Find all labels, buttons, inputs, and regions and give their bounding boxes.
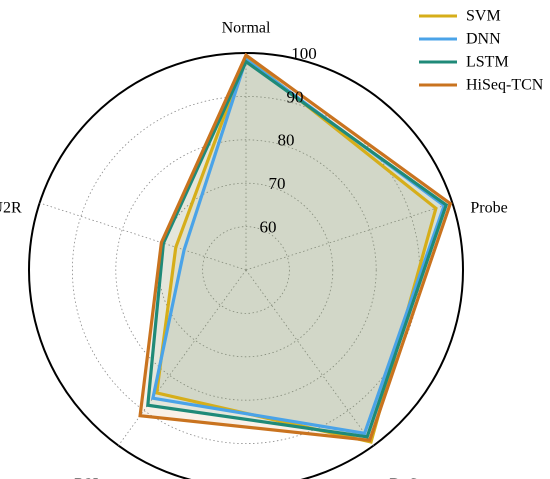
series-line-hiseq-tcn [138, 52, 453, 443]
axis-label-dos: DoS [389, 476, 417, 479]
series-fill-hiseq-tcn [140, 55, 451, 441]
series-line-lstm [146, 59, 449, 439]
label-layer: 60 70 80 90 100 Normal Probe DoS R2L U2R [0, 20, 508, 479]
series-layer [138, 52, 453, 444]
spoke-probe [245, 202, 453, 271]
spoke-dos [245, 269, 374, 446]
legend-label-dnn: DNN [466, 31, 501, 48]
grid-circle-60 [202, 226, 290, 314]
tick-label-70: 70 [269, 174, 286, 193]
spoke-u2r [39, 202, 247, 271]
axis-label-u2r: U2R [0, 200, 22, 217]
legend: SVM DNN LSTM HiSeq-TCN [413, 1, 547, 97]
axis-label-probe: Probe [470, 200, 507, 217]
tick-label-60: 60 [260, 218, 277, 237]
tick-label-90: 90 [287, 87, 304, 106]
axis-label-normal: Normal [222, 20, 271, 37]
legend-label-svm: SVM [466, 8, 501, 25]
tick-label-100: 100 [291, 44, 317, 63]
legend-label-lstm: LSTM [466, 54, 509, 71]
tick-label-80: 80 [278, 131, 295, 150]
legend-label-hiseq-tcn: HiSeq-TCN [466, 77, 544, 94]
grid-circle-80 [115, 139, 377, 401]
axis-label-r2l: R2L [74, 476, 102, 479]
